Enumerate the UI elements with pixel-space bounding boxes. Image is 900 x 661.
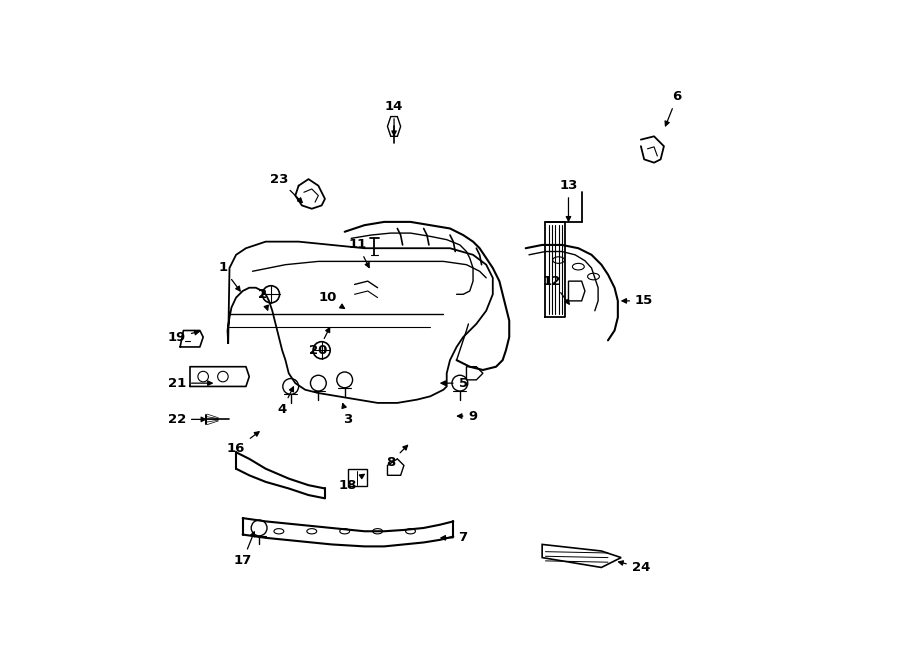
Text: 18: 18: [338, 475, 364, 492]
Text: 3: 3: [342, 404, 353, 426]
Text: 16: 16: [227, 432, 259, 455]
Text: 10: 10: [319, 291, 345, 309]
Text: 15: 15: [622, 294, 653, 307]
Text: 9: 9: [457, 410, 478, 422]
Text: 7: 7: [441, 531, 468, 545]
Text: 8: 8: [386, 446, 408, 469]
Text: 6: 6: [665, 91, 681, 126]
Text: 17: 17: [233, 532, 255, 567]
Text: 20: 20: [310, 328, 329, 357]
Text: 13: 13: [559, 179, 578, 221]
Text: 22: 22: [167, 413, 205, 426]
Text: 1: 1: [219, 262, 240, 291]
Text: 12: 12: [543, 274, 570, 304]
Text: 24: 24: [618, 561, 650, 574]
Text: 2: 2: [257, 288, 268, 310]
Text: 23: 23: [270, 173, 302, 202]
Text: 4: 4: [277, 387, 293, 416]
Text: 5: 5: [441, 377, 468, 389]
Text: 21: 21: [167, 377, 212, 389]
Text: 11: 11: [348, 239, 369, 268]
Text: 19: 19: [167, 330, 199, 344]
Text: 14: 14: [385, 100, 403, 136]
